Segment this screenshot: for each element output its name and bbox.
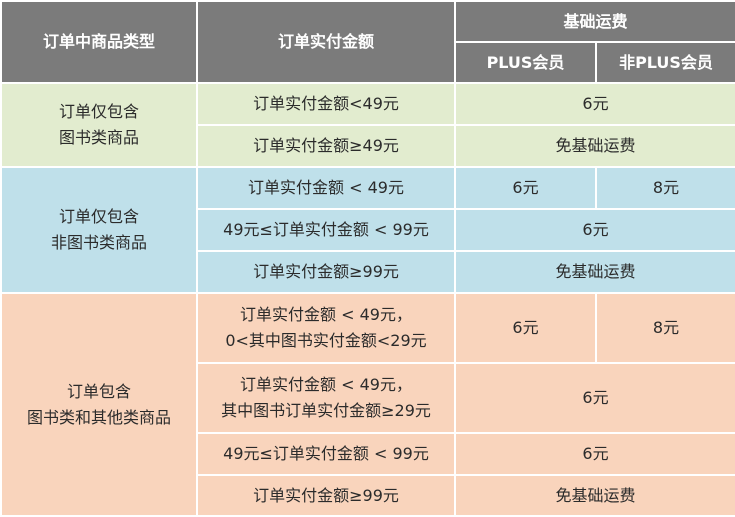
- table-row: 49元≤订单实付金额 < 99元 6元: [1, 432, 735, 476]
- condition-cell: 订单实付金额<49元: [196, 82, 456, 126]
- plus-fee-cell: 6元: [454, 166, 597, 210]
- header-base-fee: 基础运费: [453, 0, 735, 43]
- group-non-books-only: 订单仅包含 非图书类商品 订单实付金额 < 49元 6元 8元 49元≤订单实付…: [0, 166, 735, 294]
- table-row: 订单仅包含 非图书类商品 订单实付金额 < 49元 6元 8元: [0, 166, 735, 294]
- fee-cell: 免基础运费: [453, 474, 735, 517]
- product-type-cell: 订单包含 图书类和其他类商品: [0, 292, 198, 517]
- product-type-line: 图书类和其他类商品: [26, 407, 171, 427]
- header-plus-member: PLUS会员: [454, 41, 597, 84]
- product-type-line: 订单包含: [66, 381, 131, 401]
- product-type-line: 订单仅包含: [58, 207, 139, 226]
- table-row: 订单包含 图书类和其他类商品 订单实付金额 < 49元， 0<其中图书实付金额<…: [0, 292, 735, 517]
- condition-cell: 49元≤订单实付金额 < 99元: [196, 432, 456, 476]
- product-type-line: 非图书类商品: [50, 233, 147, 252]
- fee-cell: 免基础运费: [453, 124, 735, 168]
- product-type-cell: 订单仅包含 图书类商品: [0, 82, 198, 168]
- product-type-cell: 订单仅包含 非图书类商品: [0, 166, 198, 294]
- condition-cell: 49元≤订单实付金额 < 99元: [196, 208, 456, 252]
- table-row: 订单实付金额≥99元 免基础运费: [1, 250, 735, 294]
- fee-cell: 免基础运费: [453, 250, 735, 294]
- condition-line: 订单实付金额 < 49元，: [240, 375, 412, 394]
- condition-cell: 订单实付金额 < 49元: [196, 166, 456, 210]
- non-plus-fee-cell: 8元: [594, 292, 735, 364]
- header-product-type: 订单中商品类型: [0, 0, 198, 84]
- condition-cell: 订单实付金额≥99元: [196, 474, 456, 517]
- non-plus-fee-cell: 8元: [594, 166, 735, 210]
- table-row: 订单实付金额≥99元 免基础运费: [1, 474, 735, 517]
- plus-fee-cell: 6元: [454, 292, 597, 364]
- product-type-line: 图书类商品: [58, 128, 139, 147]
- group-books-and-others: 订单包含 图书类和其他类商品 订单实付金额 < 49元， 0<其中图书实付金额<…: [0, 292, 735, 517]
- group-books-only: 订单仅包含 图书类商品 订单实付金额<49元 6元 订单实付金额≥49元 免基础…: [0, 82, 735, 168]
- condition-cell: 订单实付金额 < 49元， 其中图书订单实付金额≥29元: [196, 362, 456, 434]
- fee-cell: 6元: [453, 432, 735, 476]
- fee-cell: 6元: [453, 208, 735, 252]
- condition-cell: 订单实付金额≥49元: [196, 124, 456, 168]
- header-non-plus-member: 非PLUS会员: [594, 41, 735, 84]
- table-row: 订单仅包含 图书类商品 订单实付金额<49元 6元: [0, 82, 735, 168]
- fee-cell: 6元: [453, 82, 735, 126]
- fee-cell: 6元: [453, 362, 735, 434]
- product-type-line: 订单仅包含: [58, 102, 139, 121]
- condition-cell: 订单实付金额 < 49元， 0<其中图书实付金额<29元: [196, 292, 456, 364]
- condition-line: 订单实付金额 < 49元，: [240, 305, 412, 324]
- table-row: 49元≤订单实付金额 < 99元 6元: [1, 208, 735, 252]
- header-paid-amount: 订单实付金额: [196, 0, 456, 84]
- condition-line: 0<其中图书实付金额<29元: [225, 331, 427, 350]
- condition-cell: 订单实付金额≥99元: [196, 250, 456, 294]
- table-row: 订单实付金额 < 49元， 其中图书订单实付金额≥29元 6元: [1, 362, 735, 434]
- condition-line: 其中图书订单实付金额≥29元: [221, 401, 431, 420]
